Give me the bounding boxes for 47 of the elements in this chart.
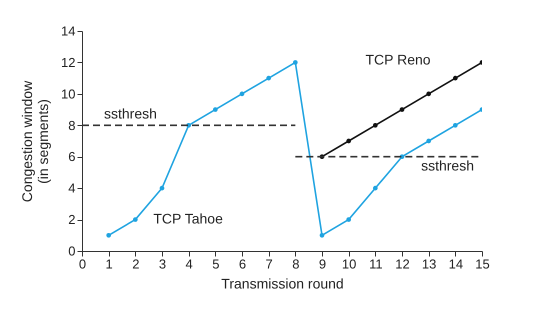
y-tick-label: 12 bbox=[61, 54, 76, 70]
point bbox=[266, 76, 272, 80]
x-tick-label: 15 bbox=[475, 256, 490, 272]
point bbox=[452, 76, 458, 80]
y-tick-label: 10 bbox=[61, 86, 76, 102]
point bbox=[346, 138, 352, 144]
point bbox=[106, 232, 112, 238]
x-tick-label: 8 bbox=[292, 256, 300, 272]
x-tick-label: 11 bbox=[369, 256, 383, 272]
point bbox=[320, 232, 324, 238]
point bbox=[372, 186, 378, 190]
x-axis-title: Transmission round bbox=[221, 276, 344, 292]
series-label: ssthresh bbox=[104, 105, 157, 122]
point bbox=[372, 122, 378, 128]
point bbox=[160, 186, 164, 190]
y-tick-label: 4 bbox=[68, 180, 76, 196]
y-axis-title: Congestion window (in segments) bbox=[19, 80, 52, 202]
series-label: TCP Reno bbox=[365, 52, 431, 68]
series-label: TCP Tahoe bbox=[153, 210, 224, 227]
x-tick-label: 7 bbox=[266, 256, 273, 272]
point bbox=[452, 122, 458, 128]
x-tick-label: 4 bbox=[186, 256, 193, 272]
series-label: ssthresh bbox=[421, 158, 474, 174]
x-tick-label: 2 bbox=[132, 256, 140, 272]
x-tick-label: 0 bbox=[78, 256, 86, 272]
y-tick-label: 14 bbox=[61, 24, 76, 38]
y-tick-label: 2 bbox=[68, 212, 76, 228]
point bbox=[426, 138, 432, 144]
x-tick-label: 14 bbox=[448, 256, 464, 272]
point bbox=[346, 217, 352, 222]
x-tick-label: 9 bbox=[318, 256, 326, 272]
y-tick-label: 8 bbox=[68, 118, 76, 133]
x-tick-label: 3 bbox=[158, 256, 166, 272]
point bbox=[426, 92, 432, 96]
point bbox=[240, 92, 244, 96]
x-tick-label: 10 bbox=[342, 256, 356, 272]
x-tick-label: 13 bbox=[422, 256, 436, 272]
x-tick-label: 12 bbox=[395, 256, 410, 272]
point bbox=[212, 107, 218, 112]
point bbox=[292, 60, 298, 65]
point bbox=[132, 217, 138, 222]
x-tick-label: 1 bbox=[106, 256, 113, 272]
y-tick-label: 6 bbox=[68, 149, 76, 164]
x-tick-label: 6 bbox=[238, 256, 246, 272]
y-tick-label: 0 bbox=[68, 244, 76, 258]
x-tick-label: 5 bbox=[212, 256, 220, 272]
point bbox=[400, 107, 404, 112]
